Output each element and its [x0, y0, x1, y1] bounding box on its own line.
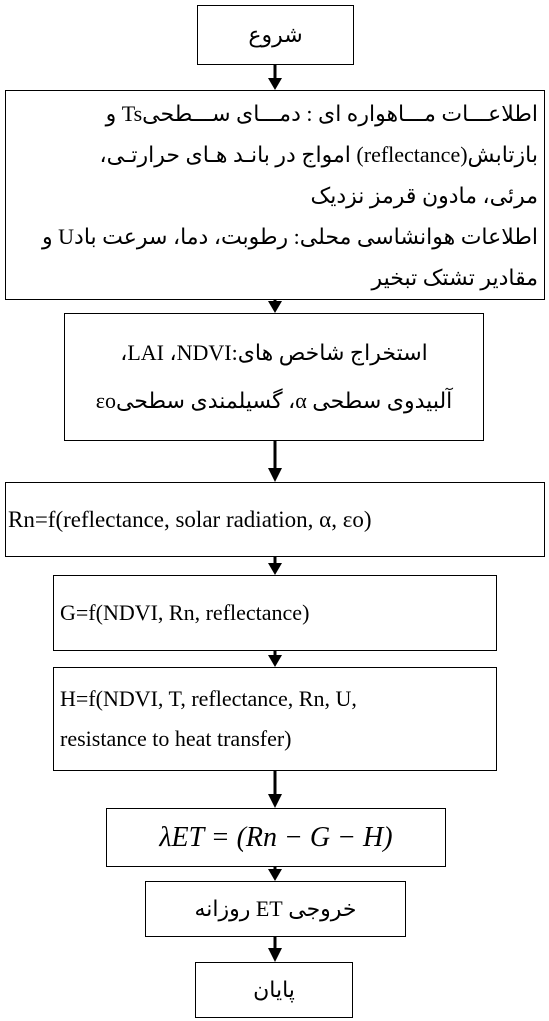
- index-box: استخراج شاخص های:LAI ،NDVI، آلبیدوی سطحی…: [64, 313, 484, 441]
- label: خروجی ET روزانه: [194, 896, 357, 921]
- arrow-head: [268, 563, 282, 575]
- arrow-head: [268, 948, 282, 962]
- label: Rn=f(reflectance, solar radiation, α, εo…: [8, 506, 372, 532]
- arrow-head: [268, 468, 282, 482]
- label: استخراج شاخص های:LAI ،NDVI،: [120, 340, 428, 365]
- arrow-head: [268, 869, 282, 881]
- label: اطلاعـــات مـــاهواره ای : دمـــای ســـط…: [105, 100, 538, 126]
- arrow-head: [268, 655, 282, 667]
- label: مرئی، مادون قرمز نزدیک: [310, 182, 539, 208]
- formula: λET = (Rn − G − H): [159, 821, 393, 853]
- arrow-head: [268, 78, 282, 90]
- et-box: λET = (Rn − G − H): [106, 808, 446, 867]
- output-box: خروجی ET روزانه: [145, 881, 406, 937]
- label: آلبیدوی سطحی α، گسیلمندی سطحیεo: [95, 388, 453, 413]
- start-box: شروع: [197, 5, 354, 65]
- input-box: اطلاعـــات مـــاهواره ای : دمـــای ســـط…: [5, 90, 545, 300]
- label: resistance to heat transfer): [60, 726, 292, 751]
- label: پایان: [253, 977, 295, 1002]
- label: اطلاعات هوانشاسی محلی: رطوبت، دما، سرعت …: [42, 223, 538, 249]
- end-box: پایان: [195, 962, 353, 1018]
- arrow-head: [268, 301, 282, 313]
- label: شروع: [248, 22, 303, 47]
- arrow-head: [268, 794, 282, 808]
- label: H=f(NDVI, T, reflectance, Rn, U,: [60, 686, 357, 711]
- label: بازتابش(reflectance) امواج در بانـد هـای…: [99, 141, 538, 167]
- label: G=f(NDVI, Rn, reflectance): [60, 600, 310, 625]
- g-box: G=f(NDVI, Rn, reflectance): [53, 575, 497, 651]
- rn-box: Rn=f(reflectance, solar radiation, α, εo…: [5, 482, 545, 557]
- label: مقادیر تشتک تبخیر: [371, 264, 539, 290]
- h-box: H=f(NDVI, T, reflectance, Rn, U, resista…: [53, 667, 497, 771]
